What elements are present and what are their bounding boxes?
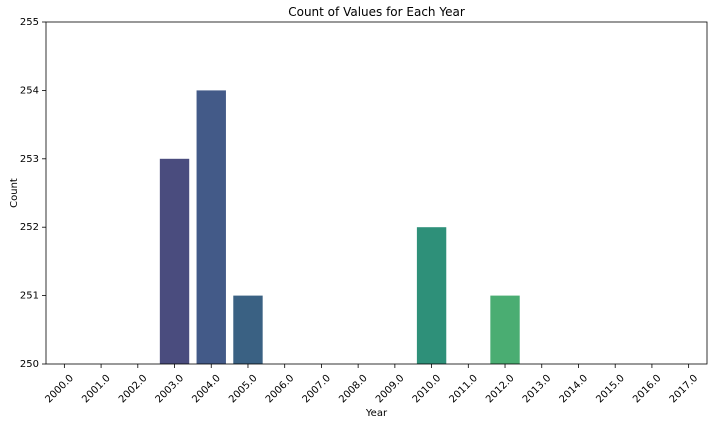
x-tick-label: 2010.0 [411, 373, 444, 406]
x-tick-label: 2003.0 [154, 373, 187, 406]
x-tick-label: 2005.0 [227, 373, 260, 406]
bar-2004.0 [196, 90, 226, 365]
x-tick-label: 2013.0 [521, 373, 554, 406]
y-tick-label: 255 [20, 17, 39, 28]
x-tick-label: 2012.0 [484, 373, 517, 406]
bar-2003.0 [159, 158, 190, 364]
x-tick-label: 2016.0 [631, 373, 664, 406]
x-tick-label: 2014.0 [558, 373, 591, 406]
bar-2012.0 [490, 295, 520, 364]
x-tick-label: 2007.0 [301, 373, 334, 406]
x-tick-label: 2001.0 [80, 373, 113, 406]
x-tick-label: 2000.0 [43, 373, 76, 406]
bar-2005.0 [233, 295, 263, 364]
x-tick-label: 2002.0 [117, 373, 150, 406]
y-axis-title: Count [9, 178, 20, 208]
x-tick-label: 2004.0 [190, 373, 223, 406]
x-tick-label: 2009.0 [374, 373, 407, 406]
bar-2010.0 [416, 227, 447, 364]
x-tick-label: 2015.0 [594, 373, 627, 406]
plot-frame [45, 21, 708, 365]
x-tick-label: 2017.0 [668, 373, 701, 406]
bars [159, 90, 520, 365]
y-tick-label: 253 [20, 154, 39, 165]
x-tick-label: 2008.0 [337, 373, 370, 406]
x-tick-label: 2011.0 [447, 373, 480, 406]
x-axis: 2000.0 2001.0 2002.0 2003.0 2004.0 2005.0 2006… [43, 364, 700, 405]
y-tick-label: 251 [20, 291, 39, 302]
chart-title: Count of Values for Each Year [288, 5, 465, 19]
y-axis: 250 251 252 253 254 255 [20, 17, 46, 370]
y-tick-label: 250 [20, 359, 39, 370]
y-tick-label: 254 [20, 85, 39, 96]
x-tick-label: 2006.0 [264, 373, 297, 406]
y-tick-label: 252 [20, 222, 39, 233]
x-axis-title: Year [365, 408, 388, 419]
